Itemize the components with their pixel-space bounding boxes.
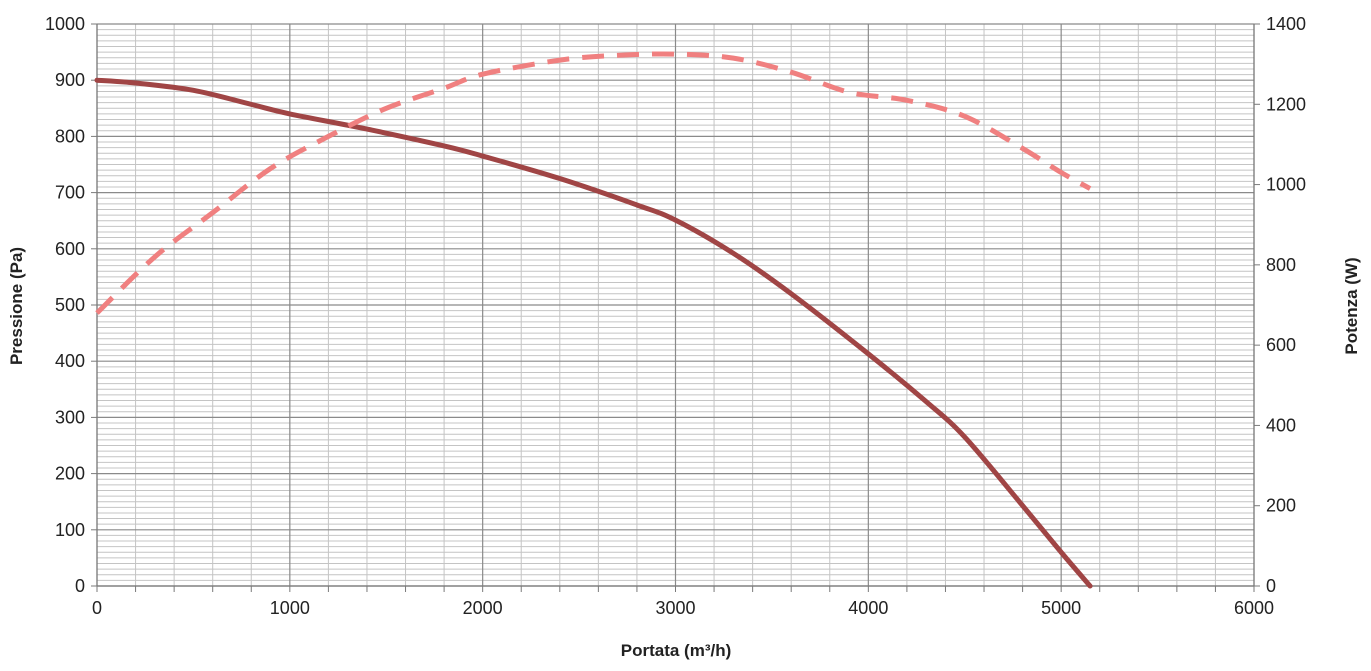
x-tick-label: 1000 (270, 598, 310, 618)
x-tick-label: 5000 (1041, 598, 1081, 618)
y2-tick-label: 1400 (1266, 14, 1306, 34)
y-tick-label: 400 (55, 351, 85, 371)
y-tick-label: 200 (55, 464, 85, 484)
x-tick-label: 2000 (463, 598, 503, 618)
y-tick-label: 900 (55, 70, 85, 90)
power-series-line (95, 51, 1092, 315)
y2-tick-label: 1200 (1266, 94, 1306, 114)
y-axis-title: Pressione (Pa) (7, 247, 26, 365)
x-tick-label: 4000 (848, 598, 888, 618)
y-tick-label: 700 (55, 183, 85, 203)
y-tick-label: 100 (55, 520, 85, 540)
major-gridlines (96, 23, 1255, 587)
y-tick-label: 300 (55, 407, 85, 427)
tick-labels: 0 1000 2000 3000 4000 5000 6000010020030040050… (45, 14, 1306, 618)
pressure-series-line (94, 77, 1093, 589)
x-tick-label: 0 (92, 598, 102, 618)
series-layer (94, 51, 1093, 589)
x-axis-title: Portata (m³/h) (621, 641, 732, 660)
y2-tick-label: 600 (1266, 335, 1296, 355)
y2-tick-label: 800 (1266, 255, 1296, 275)
x-tick-label: 6000 (1234, 598, 1274, 618)
y2-tick-label: 0 (1266, 576, 1276, 596)
y-tick-label: 0 (75, 576, 85, 596)
y-tick-label: 1000 (45, 14, 85, 34)
x-tick-label: 3000 (655, 598, 695, 618)
y-tick-label: 800 (55, 126, 85, 146)
y-tick-label: 600 (55, 239, 85, 259)
axes (91, 23, 1260, 592)
y2-tick-label: 1000 (1266, 175, 1306, 195)
y2-axis-title: Potenza (W) (1342, 257, 1361, 354)
y-tick-label: 500 (55, 295, 85, 315)
y2-tick-label: 400 (1266, 415, 1296, 435)
y2-tick-label: 200 (1266, 496, 1296, 516)
